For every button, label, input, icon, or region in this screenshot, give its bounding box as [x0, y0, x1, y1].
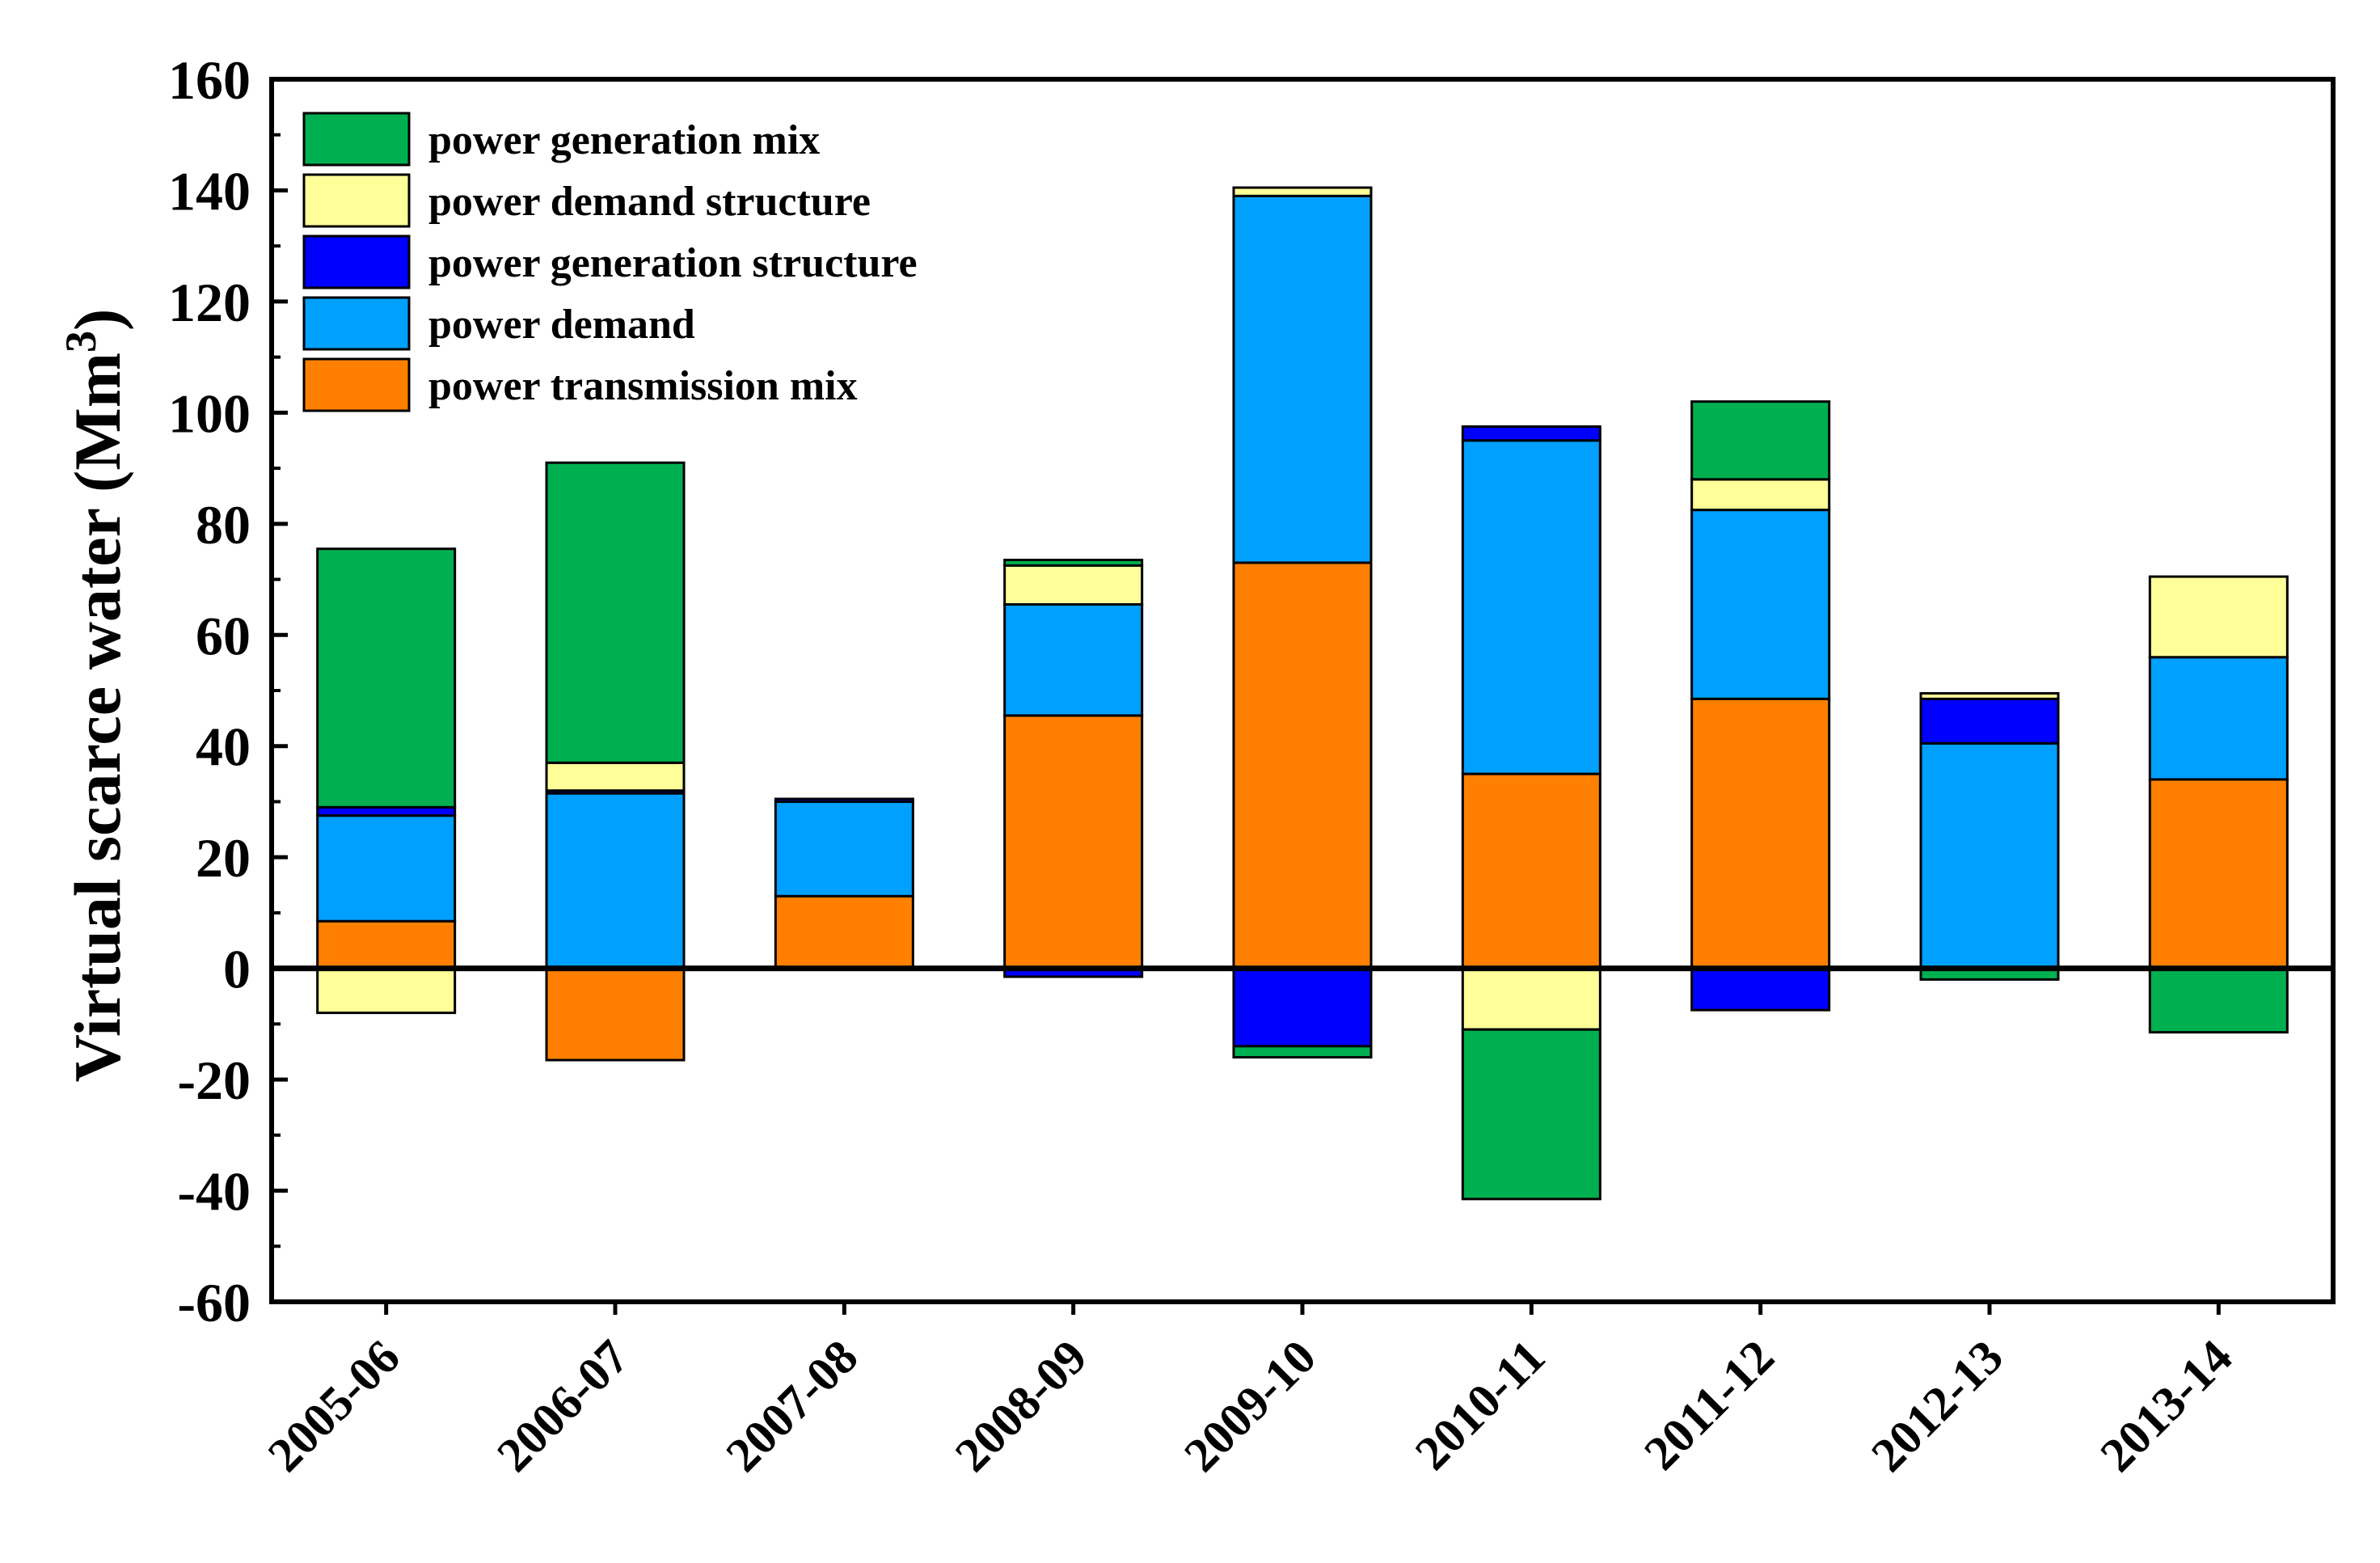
- bar-2007-08-power-demand: [774, 800, 914, 898]
- legend-swatch-power-demand-structure: [302, 173, 411, 228]
- bar-2006-07-power-demand: [545, 792, 686, 970]
- x-tick-label: 2009-10: [1174, 1330, 1326, 1482]
- bar-2009-10-power-generation-structure: [1232, 967, 1373, 1048]
- y-tick-label: 80: [196, 494, 251, 555]
- legend-swatch-power-generation-structure: [302, 234, 411, 289]
- bar-2007-08-power-generation-structure: [774, 797, 914, 803]
- legend-swatch-power-demand: [302, 296, 411, 351]
- x-tick-label: 2013-14: [2090, 1330, 2242, 1482]
- bar-2010-11-power-transmission-mix: [1461, 772, 1601, 970]
- legend: power generation mix power demand structu…: [302, 112, 918, 412]
- bar-2012-13-power-demand: [1919, 741, 2060, 970]
- bar-2005-06-power-demand-structure: [316, 967, 457, 1015]
- bar-2011-12-power-generation-mix: [1690, 400, 1831, 481]
- y-tick-label: 20: [196, 827, 251, 889]
- legend-label-power-generation-structure: power generation structure: [428, 240, 918, 286]
- x-tick-label: 2008-09: [945, 1330, 1097, 1482]
- y-tick-label: 140: [168, 160, 251, 222]
- bar-2010-11-power-demand: [1461, 439, 1601, 775]
- bar-2006-07-power-generation-mix: [545, 461, 686, 764]
- bar-2009-10-power-generation-mix: [1232, 1045, 1373, 1059]
- bar-2009-10-power-transmission-mix: [1232, 561, 1373, 970]
- bar-2013-14-power-transmission-mix: [2148, 778, 2289, 970]
- bar-2010-11-power-generation-structure: [1461, 425, 1601, 442]
- x-tick-label: 2007-08: [715, 1330, 867, 1482]
- bar-2013-14-power-generation-mix: [2148, 967, 2289, 1034]
- x-tick-label: 2005-06: [258, 1330, 410, 1482]
- bar-2006-07-power-transmission-mix: [545, 967, 686, 1062]
- bar-2008-09-power-demand-structure: [1003, 564, 1144, 606]
- bar-2006-07-power-demand-structure: [545, 761, 686, 792]
- bar-2005-06-power-generation-mix: [316, 547, 457, 809]
- y-tick-label: 120: [168, 272, 251, 333]
- x-tick-label: 2012-13: [1861, 1330, 2013, 1482]
- x-tick-label: 2011-12: [1634, 1330, 1784, 1481]
- bar-2007-08-power-transmission-mix: [774, 894, 914, 970]
- bar-2011-12-power-transmission-mix: [1690, 697, 1831, 970]
- bar-2005-06-power-demand: [316, 814, 457, 923]
- legend-label-power-generation-mix: power generation mix: [428, 117, 820, 163]
- bars-layer: [316, 186, 2289, 1201]
- y-tick-label: 40: [196, 716, 251, 778]
- y-axis-title-text: Virtual scarce water (Mm: [61, 353, 134, 1082]
- legend-swatch-power-transmission-mix: [302, 357, 411, 412]
- y-axis-title-suffix: ): [61, 309, 134, 331]
- y-tick-label: -40: [177, 1161, 251, 1223]
- bar-2010-11-power-generation-mix: [1461, 1028, 1601, 1201]
- bar-2011-12-power-demand-structure: [1690, 478, 1831, 512]
- axes-layer: [269, 77, 2336, 1315]
- y-tick-label: -20: [177, 1050, 251, 1111]
- y-tick-label: -60: [177, 1272, 251, 1333]
- bar-2011-12-power-generation-structure: [1690, 967, 1831, 1012]
- bar-2009-10-power-demand-structure: [1232, 186, 1373, 197]
- legend-label-power-demand-structure: power demand structure: [428, 179, 871, 225]
- bar-2009-10-power-demand: [1232, 194, 1373, 564]
- bar-2013-14-power-demand-structure: [2148, 575, 2289, 659]
- bar-2005-06-power-generation-structure: [316, 805, 457, 817]
- x-tick-label: 2006-07: [487, 1330, 639, 1482]
- legend-label-power-transmission-mix: power transmission mix: [428, 363, 858, 409]
- y-tick-label: 160: [168, 49, 251, 111]
- y-axis-title: Virtual scarce water (Mm3): [57, 309, 134, 1083]
- bar-2012-13-power-demand-structure: [1919, 691, 2060, 700]
- bar-2005-06-power-transmission-mix: [316, 919, 457, 970]
- y-tick-label: 100: [168, 382, 251, 444]
- bar-2012-13-power-generation-structure: [1919, 697, 2060, 745]
- y-tick-label: 0: [223, 939, 251, 1000]
- bar-2008-09-power-generation-mix: [1003, 558, 1144, 567]
- bar-2010-11-power-demand-structure: [1461, 967, 1601, 1031]
- legend-swatch-power-generation-mix: [302, 112, 411, 167]
- bar-2008-09-power-demand: [1003, 602, 1144, 717]
- y-axis-title-superscript: 3: [57, 331, 105, 353]
- bar-2013-14-power-demand: [2148, 656, 2289, 781]
- bar-2011-12-power-demand: [1690, 509, 1831, 700]
- y-tick-label: 60: [196, 605, 251, 666]
- legend-label-power-demand: power demand: [428, 302, 695, 348]
- x-tick-label: 2010-11: [1405, 1330, 1555, 1481]
- bar-2008-09-power-transmission-mix: [1003, 714, 1144, 970]
